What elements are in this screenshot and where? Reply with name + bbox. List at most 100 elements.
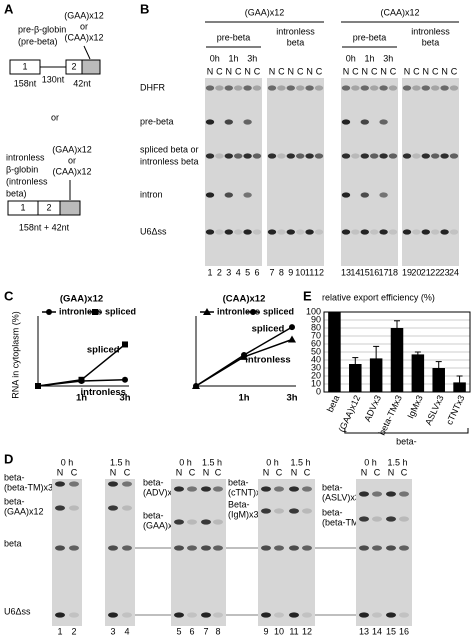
gel-band <box>296 85 305 91</box>
gel-band <box>234 153 243 159</box>
lane-label: C <box>304 467 311 477</box>
lane-number: 3 <box>110 626 115 636</box>
lane-number: 6 <box>254 267 259 277</box>
gel-band <box>314 153 324 159</box>
gel-label: beta- <box>4 496 25 506</box>
gel <box>105 479 135 626</box>
length-label: 158nt + 42nt <box>19 222 70 232</box>
gel-band <box>372 516 382 522</box>
gel-label: beta- <box>143 510 164 520</box>
lane-label: N <box>176 467 183 477</box>
x-tick-label: 1h <box>238 393 249 404</box>
lane-label: C <box>71 467 78 477</box>
gel-band <box>341 153 351 159</box>
lane-number: 20 <box>411 267 421 277</box>
legend-label: intronless <box>59 306 102 316</box>
gel-band <box>274 486 284 492</box>
gel-band <box>412 229 421 235</box>
lane-number: 11 <box>305 267 314 277</box>
construct-name: beta) <box>6 188 27 198</box>
gel-band <box>267 229 277 235</box>
group-label: beta <box>422 37 440 47</box>
gel-band <box>174 545 184 551</box>
lane-label: N <box>343 66 350 76</box>
insert-box <box>59 200 81 216</box>
gel-band <box>431 229 440 235</box>
gel-band <box>351 153 360 159</box>
x-tick-label: cTNTx3 <box>444 394 466 427</box>
y-tick-label: 80 <box>311 322 321 332</box>
time-label: 0 h <box>179 457 192 467</box>
group-label: beta- <box>396 436 417 446</box>
lane-label: C <box>352 66 359 76</box>
gel-band <box>286 229 295 235</box>
gel-band <box>399 612 409 618</box>
time-label: 1.5 h <box>387 457 407 467</box>
gel-band <box>302 545 312 551</box>
lane-label: N <box>207 66 214 76</box>
gel-band <box>213 545 223 551</box>
insert-label: or <box>68 155 76 165</box>
gel-band <box>108 481 118 487</box>
gel-band <box>224 229 233 235</box>
y-tick-label: 10 <box>311 378 321 388</box>
lane-number: 12 <box>314 267 324 277</box>
gel-band <box>412 153 421 159</box>
insert-box <box>81 59 101 75</box>
gel-band <box>360 85 369 91</box>
gel-band <box>174 486 184 492</box>
gel-band <box>69 505 79 511</box>
time-label: 0h <box>210 53 220 63</box>
lane-number: 15 <box>360 267 370 277</box>
lane-number: 8 <box>215 626 220 636</box>
y-axis-label: RNA in cytoplasm (%) <box>10 311 20 399</box>
gel-band <box>379 229 388 235</box>
construct-name: (intronless <box>6 176 48 186</box>
gel-band <box>386 491 396 497</box>
gel-band <box>243 192 252 198</box>
panel-label: C <box>4 288 14 303</box>
gel-band <box>201 612 211 618</box>
gel-band <box>174 612 184 618</box>
gel-band <box>224 192 233 198</box>
lane-number: 1 <box>207 267 212 277</box>
lane-label: C <box>215 467 222 477</box>
gel-band <box>261 508 271 514</box>
marker <box>122 341 128 348</box>
gel-band <box>243 85 252 91</box>
exon-label: 1 <box>20 202 25 212</box>
y-tick-label: 60 <box>311 338 321 348</box>
gel-band <box>213 519 223 525</box>
gel-label: beta- <box>143 477 164 487</box>
lane-label: C <box>276 467 283 477</box>
lane-label: N <box>244 66 251 76</box>
group-label: pre-beta <box>217 32 251 42</box>
x-tick-label: 3h <box>119 393 130 404</box>
gel-band <box>274 612 284 618</box>
gel-band <box>289 612 299 618</box>
lane-label: N <box>291 467 298 477</box>
lane-label: N <box>269 66 276 76</box>
gel <box>267 78 324 266</box>
gel-band <box>431 85 440 91</box>
lane-label: C <box>401 467 408 477</box>
x-tick-label: 3h <box>286 393 297 404</box>
x-tick-label: IgMx3 <box>405 394 424 420</box>
gel-label: beta- <box>4 472 25 482</box>
legend-marker <box>250 309 256 315</box>
lane-number: 2 <box>217 267 222 277</box>
gel-band <box>370 229 379 235</box>
panel-label: E <box>303 288 312 303</box>
gel-label: (cTNT)x3 <box>228 487 266 497</box>
gel <box>198 479 226 626</box>
construct-name: β-globin <box>6 164 38 174</box>
construct-name: (pre-beta) <box>18 36 58 46</box>
series-annotation: intronless <box>81 387 126 398</box>
time-label: 0 h <box>364 457 377 467</box>
gel-label: (ADV)x3 <box>143 487 177 497</box>
lane-label: C <box>451 66 458 76</box>
gel-band <box>360 153 369 159</box>
gel-band <box>213 486 223 492</box>
x-tick-label: 1h <box>76 393 87 404</box>
legend-marker <box>92 309 98 315</box>
